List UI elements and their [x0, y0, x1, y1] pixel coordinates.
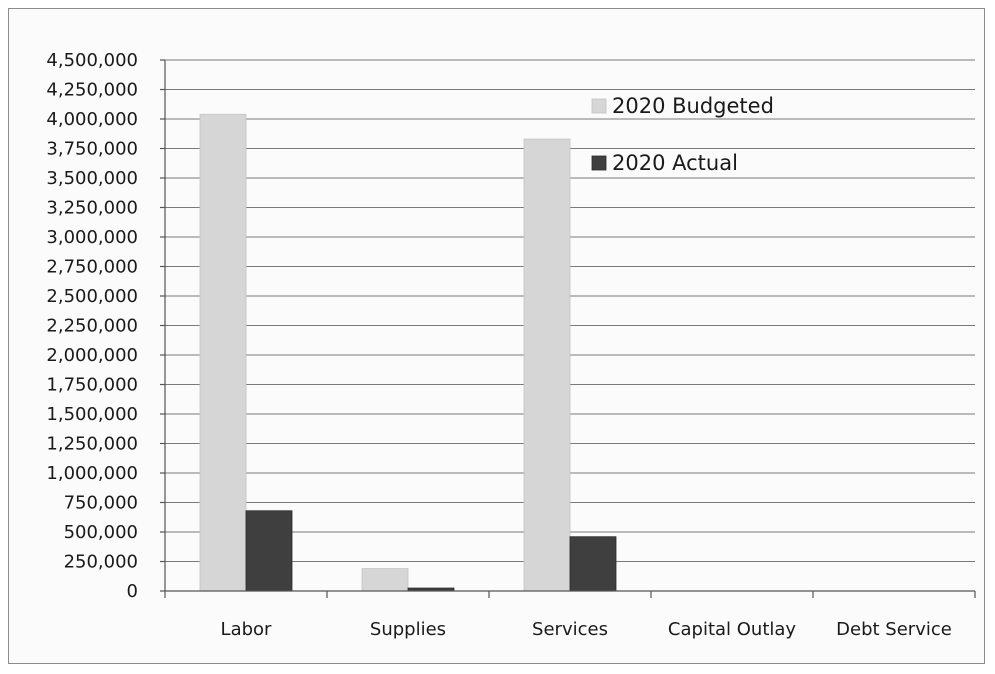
y-tick-label: 1,750,000: [46, 375, 138, 396]
y-tick-label: 3,500,000: [46, 168, 138, 189]
x-category-label: Capital Outlay: [668, 619, 797, 640]
y-tick-label: 3,000,000: [46, 227, 138, 248]
y-tick-label: 1,000,000: [46, 463, 138, 484]
y-tick-label: 0: [127, 581, 138, 602]
legend-swatch: [591, 98, 607, 114]
y-tick-label: 4,000,000: [46, 109, 138, 130]
y-tick-label: 500,000: [64, 522, 138, 543]
bar-2020-actual-labor: [245, 510, 293, 592]
y-axis-tick-labels: 0 250,000 500,000 750,000 1,000,000 1,250,000…: [46, 50, 138, 602]
x-category-label: Debt Service: [836, 619, 952, 640]
x-category-label: Services: [532, 619, 608, 640]
y-tick-label: 3,750,000: [46, 139, 138, 160]
y-tick-label: 2,250,000: [46, 316, 138, 337]
y-tick-label: 1,250,000: [46, 434, 138, 455]
y-tick-label: 4,250,000: [46, 80, 138, 101]
y-tick-label: 3,250,000: [46, 198, 138, 219]
x-axis-category-labels: Labor Supplies Services Capital Outlay Debt …: [221, 619, 952, 640]
y-tick-label: 4,500,000: [46, 50, 138, 71]
y-tick-label: 1,500,000: [46, 404, 138, 425]
chart-frame: [8, 8, 985, 664]
y-tick-label: 2,000,000: [46, 345, 138, 366]
bar-2020-budgeted-services: [523, 138, 571, 592]
legend-swatch: [591, 155, 607, 171]
legend-label: 2020 Actual: [612, 151, 738, 175]
y-tick-label: 2,750,000: [46, 257, 138, 278]
axes: [160, 59, 976, 598]
bar-2020-budgeted-labor: [199, 113, 247, 592]
bar-2020-actual-services: [569, 536, 617, 592]
bars: [199, 113, 617, 592]
y-tick-label: 250,000: [64, 552, 138, 573]
x-category-label: Labor: [221, 619, 272, 640]
bar-2020-budgeted-supplies: [361, 568, 409, 592]
legend-label: 2020 Budgeted: [612, 94, 774, 118]
legend: 2020 Budgeted 2020 Actual: [591, 94, 774, 175]
x-category-label: Supplies: [370, 619, 446, 640]
y-tick-label: 2,500,000: [46, 286, 138, 307]
y-tick-label: 750,000: [64, 493, 138, 514]
